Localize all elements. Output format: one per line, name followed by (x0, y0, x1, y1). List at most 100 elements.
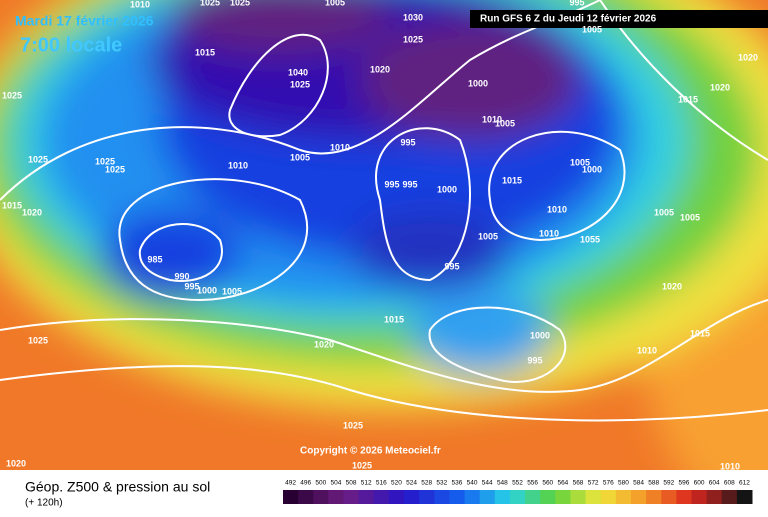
scale-swatch (313, 490, 329, 504)
isobar-label: 1000 (468, 78, 488, 88)
scale-label: 604 (709, 480, 720, 487)
scale-swatch (509, 490, 526, 504)
scale-label: 568 (573, 480, 584, 487)
isobar-label: 995 (184, 281, 199, 291)
isobar-label: 1025 (403, 34, 423, 44)
isobar-label: 1015 (502, 175, 522, 185)
isobar-label: 1015 (384, 314, 404, 324)
copyright: Copyright © 2026 Meteociel.fr (300, 446, 441, 457)
scale-swatch (298, 490, 314, 504)
scale-label: 552 (512, 480, 523, 487)
scale-label: 556 (527, 480, 538, 487)
scale-swatch (388, 490, 405, 504)
scale-swatch (419, 490, 435, 504)
scale-swatch (479, 490, 496, 504)
isobars (0, 0, 768, 422)
isobar-label: 1010 (482, 114, 502, 124)
isobar-label: 995 (400, 137, 415, 147)
local-time: 7:00 locale (20, 34, 122, 56)
scale-swatch (555, 490, 571, 504)
isobar-label: 995 (527, 355, 542, 365)
isobar-label: 1010 (539, 228, 559, 238)
scale-swatch (358, 490, 375, 504)
scale-label: 500 (315, 480, 326, 487)
isobar-label: 1005 (654, 207, 674, 217)
scale-swatch (676, 490, 692, 504)
scale-label: 588 (648, 480, 659, 487)
scale-label: 544 (482, 480, 493, 487)
isobar-label: 995 (384, 179, 399, 189)
scale-swatch (570, 490, 587, 504)
scale-label: 560 (542, 480, 553, 487)
isobar-label: 1010 (547, 204, 567, 214)
scale-swatch (721, 490, 738, 504)
scale-label: 492 (285, 480, 296, 487)
scale-swatch (540, 490, 556, 504)
isobar-label: 995 (402, 179, 417, 189)
isobar-label: 1005 (680, 212, 700, 222)
isobar-label: 1025 (290, 79, 310, 89)
scale-label: 528 (421, 480, 432, 487)
isobar-label: 1015 (2, 200, 22, 210)
isobar-label: 1020 (22, 207, 42, 217)
isobar-label: 1025 (352, 460, 372, 470)
isobar-label: 985 (147, 254, 162, 264)
isobar-label: 1025 (28, 154, 48, 164)
run-banner (470, 10, 768, 28)
isobar-label: 1010 (720, 461, 740, 471)
isobar-label: 1000 (582, 164, 602, 174)
scale-label: 580 (618, 480, 629, 487)
isobar-label: 1010 (130, 0, 150, 9)
isobar-label: 1025 (105, 164, 125, 174)
isobar-label: 1020 (314, 339, 334, 349)
isobar-label: 1005 (290, 152, 310, 162)
isobar-label: 1005 (582, 24, 602, 34)
scale-label: 516 (376, 480, 387, 487)
scale-label: 540 (467, 480, 478, 487)
scale-swatch (449, 490, 466, 504)
isobar-label: 1020 (662, 281, 682, 291)
isobar-label: 995 (444, 261, 459, 271)
isobar-label: 1005 (478, 231, 498, 241)
scale-swatch (585, 490, 602, 504)
isobar-label: 1010 (228, 160, 248, 170)
isobar-label: 1020 (738, 52, 758, 62)
isobar-label: 1025 (2, 90, 22, 100)
isobar-label: 1015 (195, 47, 215, 57)
isobar-label: 1025 (28, 335, 48, 345)
scale-swatch (691, 490, 708, 504)
isobar-label: 1020 (710, 82, 730, 92)
scale-label: 576 (603, 480, 614, 487)
scale-label: 536 (452, 480, 463, 487)
isobar-label: 1015 (690, 328, 710, 338)
scale-swatch (343, 490, 360, 504)
scale-swatch (404, 490, 420, 504)
scale-label: 532 (436, 480, 447, 487)
scale-label: 496 (300, 480, 311, 487)
scale-swatch (646, 490, 662, 504)
scale-label: 504 (331, 480, 342, 487)
scale-swatch (464, 490, 481, 504)
scale-swatch (283, 490, 299, 504)
isobar-label: 1010 (637, 345, 657, 355)
scale-swatch (600, 490, 617, 504)
scale-label: 592 (663, 480, 674, 487)
run-info: Run GFS 6 Z du Jeudi 12 février 2026 (480, 14, 657, 25)
isobar-label: 1025 (230, 0, 250, 7)
scale-swatch (494, 490, 511, 504)
scale-swatch (373, 490, 390, 504)
scale-label: 608 (724, 480, 735, 487)
scale-label: 548 (497, 480, 508, 487)
isobar-label: 1005 (495, 118, 515, 128)
scale-label: 524 (406, 480, 417, 487)
isobar-label: 1025 (95, 156, 115, 166)
isobar-label: 1000 (530, 330, 550, 340)
isobar-label: 1005 (222, 286, 242, 296)
isobar-label: 1020 (370, 64, 390, 74)
scale-swatch (615, 490, 632, 504)
scale-swatch (706, 490, 723, 504)
scale-swatch (434, 490, 450, 504)
scale-swatch (630, 490, 647, 504)
